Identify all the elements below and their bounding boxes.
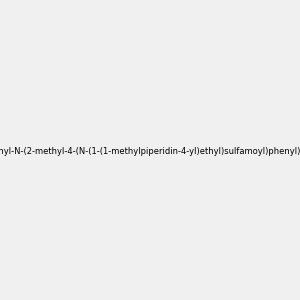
Text: (R)-2-Methyl-N-(2-methyl-4-(N-(1-(1-methylpiperidin-4-yl)ethyl)sulfamoyl)phenyl): (R)-2-Methyl-N-(2-methyl-4-(N-(1-(1-meth… bbox=[0, 147, 300, 156]
